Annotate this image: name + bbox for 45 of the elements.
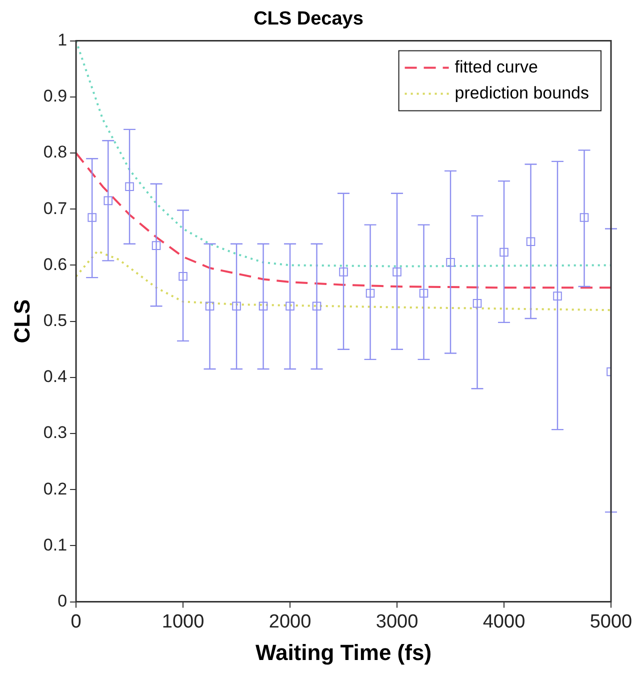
line-series [76,40,611,268]
point [472,298,482,308]
y-tick-label: 0.6 [43,254,68,274]
point [152,241,161,250]
chart-title: CLS Decays [254,8,364,30]
y-tick-label: 0.1 [43,535,68,554]
point [580,213,589,222]
y-tick-label: 0.7 [43,198,68,218]
point [205,302,214,311]
point [500,248,508,257]
point [312,302,322,311]
point [232,302,241,311]
x-tick-label: 5000 [590,611,632,632]
point [178,272,188,281]
y-tick-label: 0.2 [43,479,68,498]
point [419,288,428,298]
y-axis-title: CLS [9,299,34,344]
point [392,268,402,276]
legend-label: fitted curve [454,57,538,76]
y-tick-label: 1 [58,30,68,50]
x-tick-label: 3000 [376,611,418,632]
y-tick-label: 0 [58,591,68,610]
legend-label: prediction bounds [454,83,590,102]
line-series [76,152,611,289]
x-tick-label: 0 [70,611,82,632]
point [366,288,375,298]
line-series [76,250,611,312]
x-tick-label: 4000 [482,611,526,632]
point [258,302,268,311]
y-tick-label: 0.5 [43,310,68,330]
y-tick-label: 0.4 [43,367,68,386]
point [526,237,536,246]
point [446,258,455,267]
x-tick-label: 1000 [162,611,204,632]
point [286,302,294,311]
point [553,292,562,300]
x-tick-label: 2000 [268,611,312,632]
point [104,196,113,206]
point [125,182,134,192]
x-axis-title: Waiting Time (fs) [256,640,432,665]
y-tick-label: 0.3 [43,423,68,442]
point [88,213,96,222]
y-tick-label: 0.8 [43,142,68,162]
point [339,268,348,276]
y-tick-label: 0.9 [43,86,68,106]
